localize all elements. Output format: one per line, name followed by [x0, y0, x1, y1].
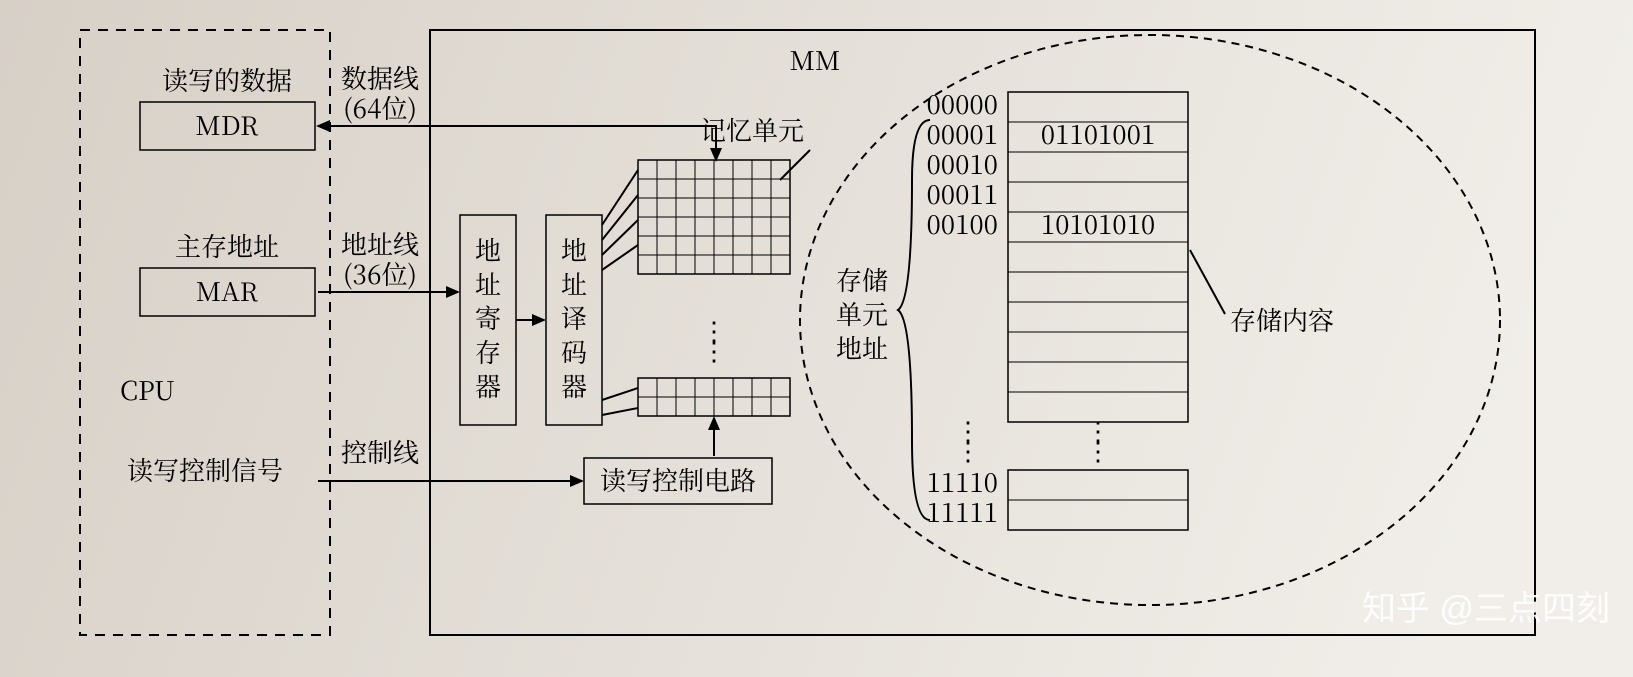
content-cell: 01101001 [1041, 115, 1155, 152]
ctrl-line-label: 控制线 [341, 433, 419, 470]
svg-text:译: 译 [561, 299, 587, 336]
ctrl-signal-label: 读写控制信号 [127, 451, 283, 488]
addr-cell: 00100 [926, 205, 998, 242]
data-line-bits: (64位) [343, 89, 417, 126]
addr-line-bits: (36位) [343, 255, 417, 292]
content-label: 存储内容 [1230, 301, 1334, 338]
svg-text:器: 器 [475, 367, 501, 404]
svg-text:地址: 地址 [836, 329, 888, 366]
svg-text:址: 址 [561, 265, 587, 302]
svg-text:器: 器 [561, 367, 587, 404]
storage-addr-label: 存储单元地址 [836, 261, 888, 366]
mdr-box-label: MDR [195, 106, 259, 143]
addr-cell: 11111 [926, 493, 998, 530]
watermark: 知乎 @三点四刻 [1362, 590, 1610, 628]
svg-text:地: 地 [561, 231, 587, 268]
grid-dots2: ⋮ [701, 331, 727, 368]
decoder-label: 地址译码器 [561, 231, 587, 404]
svg-text:存储: 存储 [836, 261, 888, 298]
addr-reg-label: 地址寄存器 [475, 231, 501, 404]
diagram-root: CPU 读写的数据 MDR 主存地址 MAR 读写控制信号 数据线 (64位) … [0, 0, 1633, 677]
mdr-title: 读写的数据 [162, 61, 292, 98]
svg-text:单元: 单元 [836, 295, 888, 332]
svg-text:码: 码 [561, 333, 587, 370]
mm-label: MM [790, 41, 841, 78]
svg-text:址: 址 [475, 265, 501, 302]
content-cell: 10101010 [1041, 205, 1155, 242]
rw-ctrl-label: 读写控制电路 [600, 461, 756, 498]
svg-text:寄: 寄 [475, 299, 501, 336]
mar-title: 主存地址 [175, 227, 279, 264]
svg-text:地: 地 [475, 231, 501, 268]
svg-text:⋮: ⋮ [1085, 431, 1111, 468]
svg-text:存: 存 [475, 333, 501, 370]
cpu-label: CPU [120, 371, 175, 408]
mar-box-label: MAR [196, 272, 259, 309]
